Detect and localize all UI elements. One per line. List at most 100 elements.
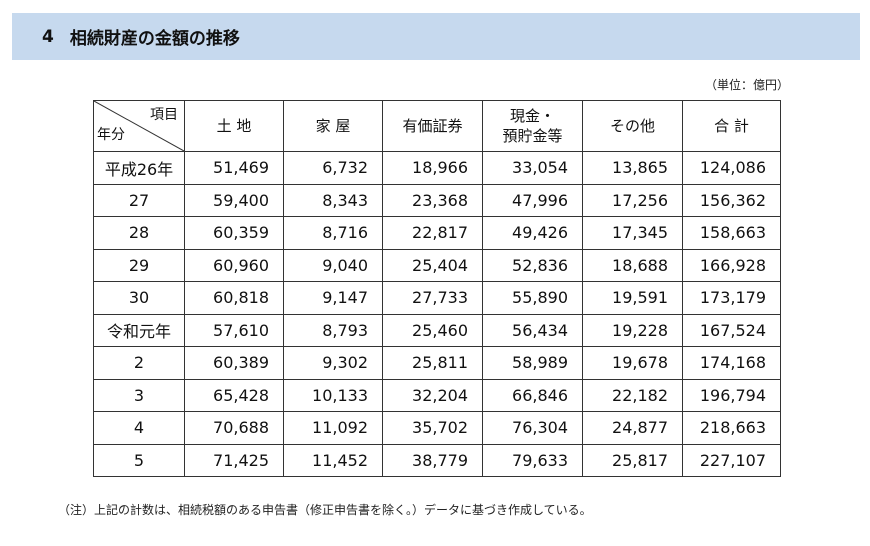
- corner-item-label: 項目: [150, 107, 178, 123]
- section-title-bar: 4 相続財産の金額の推移: [12, 13, 860, 60]
- value-cell-total: 173,179: [682, 281, 781, 315]
- unit-label: （単位：億円）: [705, 78, 790, 92]
- value-cell-cash-deposits: 49,426: [482, 216, 583, 250]
- value-cell-buildings: 6,732: [283, 151, 383, 185]
- inheritance-assets-table: 項目 年分 土 地 家 屋 有価証券 現金・ 預貯金等 その他 合 計 平成26…: [93, 100, 781, 477]
- year-cell: 5: [93, 443, 185, 477]
- value-cell-total: 158,663: [682, 216, 781, 250]
- value-cell-land: 65,428: [184, 378, 284, 412]
- column-header-total: 合 計: [682, 100, 781, 152]
- table-row: 5 71,425 11,452 38,779 79,633 25,817 227,107: [93, 443, 781, 477]
- value-cell-other: 17,256: [582, 183, 683, 217]
- table-row: 令和元年 57,610 8,793 25,460 56,434 19,228 167,524: [93, 313, 781, 347]
- value-cell-total: 166,928: [682, 248, 781, 282]
- value-cell-total: 218,663: [682, 411, 781, 445]
- column-header-cash-deposits: 現金・ 預貯金等: [482, 100, 583, 152]
- table-header-row: 項目 年分 土 地 家 屋 有価証券 現金・ 預貯金等 その他 合 計: [93, 100, 781, 152]
- value-cell-cash-deposits: 66,846: [482, 378, 583, 412]
- value-cell-securities: 22,817: [382, 216, 483, 250]
- table-row: 平成26年 51,469 6,732 18,966 33,054 13,865 124,08…: [93, 151, 781, 185]
- corner-year-label: 年分: [97, 127, 125, 143]
- value-cell-other: 13,865: [582, 151, 683, 185]
- value-cell-buildings: 8,343: [283, 183, 383, 217]
- value-cell-land: 60,359: [184, 216, 284, 250]
- value-cell-other: 22,182: [582, 378, 683, 412]
- value-cell-buildings: 8,793: [283, 313, 383, 347]
- value-cell-land: 57,610: [184, 313, 284, 347]
- value-cell-buildings: 9,147: [283, 281, 383, 315]
- value-cell-total: 156,362: [682, 183, 781, 217]
- table-row: 2 60,389 9,302 25,811 58,989 19,678 174,168: [93, 346, 781, 380]
- value-cell-land: 71,425: [184, 443, 284, 477]
- section-title: 相続財産の金額の推移: [69, 29, 240, 49]
- value-cell-land: 60,960: [184, 248, 284, 282]
- column-header-other: その他: [582, 100, 683, 152]
- value-cell-buildings: 8,716: [283, 216, 383, 250]
- column-header-cash-line2: 預貯金等: [502, 127, 563, 145]
- year-cell: 29: [93, 248, 185, 282]
- value-cell-total: 124,086: [682, 151, 781, 185]
- table-row: 30 60,818 9,147 27,733 55,890 19,591 173,179: [93, 281, 781, 315]
- value-cell-buildings: 11,092: [283, 411, 383, 445]
- value-cell-securities: 27,733: [382, 281, 483, 315]
- value-cell-other: 17,345: [582, 216, 683, 250]
- year-cell: 4: [93, 411, 185, 445]
- year-cell: 30: [93, 281, 185, 315]
- year-cell: 平成26年: [93, 151, 185, 185]
- section-number: 4: [42, 26, 54, 47]
- column-header-cash-line1: 現金・: [509, 107, 555, 125]
- value-cell-total: 227,107: [682, 443, 781, 477]
- value-cell-other: 19,591: [582, 281, 683, 315]
- year-cell: 27: [93, 183, 185, 217]
- value-cell-securities: 25,404: [382, 248, 483, 282]
- value-cell-other: 19,228: [582, 313, 683, 347]
- value-cell-securities: 25,460: [382, 313, 483, 347]
- value-cell-total: 167,524: [682, 313, 781, 347]
- year-cell: 2: [93, 346, 185, 380]
- value-cell-other: 18,688: [582, 248, 683, 282]
- value-cell-securities: 25,811: [382, 346, 483, 380]
- value-cell-securities: 38,779: [382, 443, 483, 477]
- column-header-buildings: 家 屋: [283, 100, 383, 152]
- value-cell-securities: 32,204: [382, 378, 483, 412]
- table-row: 4 70,688 11,092 35,702 76,304 24,877 218,663: [93, 411, 781, 445]
- value-cell-cash-deposits: 56,434: [482, 313, 583, 347]
- column-header-securities: 有価証券: [382, 100, 483, 152]
- value-cell-securities: 23,368: [382, 183, 483, 217]
- year-cell: 28: [93, 216, 185, 250]
- value-cell-land: 70,688: [184, 411, 284, 445]
- value-cell-other: 24,877: [582, 411, 683, 445]
- table-row: 3 65,428 10,133 32,204 66,846 22,182 196,794: [93, 378, 781, 412]
- value-cell-cash-deposits: 76,304: [482, 411, 583, 445]
- value-cell-land: 60,818: [184, 281, 284, 315]
- value-cell-buildings: 11,452: [283, 443, 383, 477]
- value-cell-buildings: 9,040: [283, 248, 383, 282]
- value-cell-cash-deposits: 55,890: [482, 281, 583, 315]
- value-cell-cash-deposits: 33,054: [482, 151, 583, 185]
- corner-header: 項目 年分: [93, 100, 185, 152]
- value-cell-securities: 35,702: [382, 411, 483, 445]
- value-cell-cash-deposits: 58,989: [482, 346, 583, 380]
- value-cell-land: 59,400: [184, 183, 284, 217]
- column-header-land: 土 地: [184, 100, 284, 152]
- value-cell-cash-deposits: 47,996: [482, 183, 583, 217]
- value-cell-total: 196,794: [682, 378, 781, 412]
- value-cell-buildings: 10,133: [283, 378, 383, 412]
- value-cell-securities: 18,966: [382, 151, 483, 185]
- value-cell-other: 25,817: [582, 443, 683, 477]
- table-row: 28 60,359 8,716 22,817 49,426 17,345 158,663: [93, 216, 781, 250]
- footnote: （注）上記の計数は、相続税額のある申告書（修正申告書を除く。）データに基づき作成…: [58, 503, 592, 517]
- value-cell-land: 51,469: [184, 151, 284, 185]
- diagonal-divider: [94, 101, 184, 151]
- table-row: 29 60,960 9,040 25,404 52,836 18,688 166,928: [93, 248, 781, 282]
- table-row: 27 59,400 8,343 23,368 47,996 17,256 156,362: [93, 183, 781, 217]
- value-cell-total: 174,168: [682, 346, 781, 380]
- table-body: 平成26年 51,469 6,732 18,966 33,054 13,865 124,08…: [93, 151, 781, 477]
- value-cell-land: 60,389: [184, 346, 284, 380]
- year-cell: 3: [93, 378, 185, 412]
- value-cell-cash-deposits: 79,633: [482, 443, 583, 477]
- value-cell-cash-deposits: 52,836: [482, 248, 583, 282]
- year-cell: 令和元年: [93, 313, 185, 347]
- value-cell-buildings: 9,302: [283, 346, 383, 380]
- value-cell-other: 19,678: [582, 346, 683, 380]
